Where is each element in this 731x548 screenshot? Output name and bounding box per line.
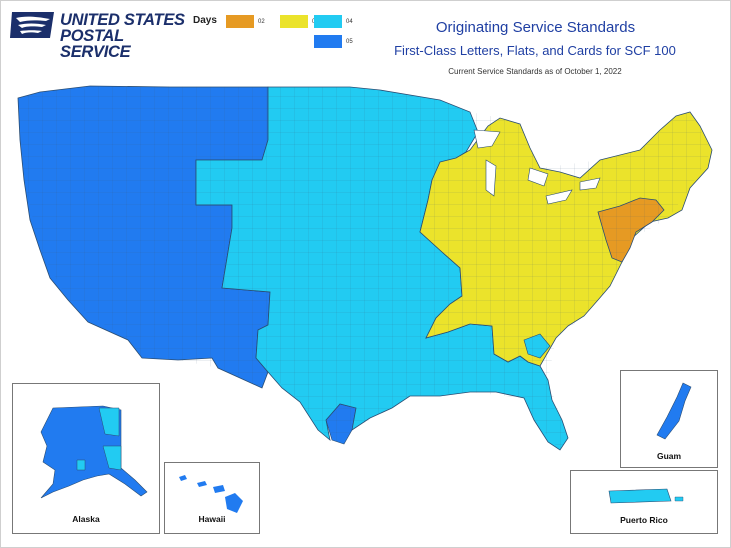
legend-swatch-03 (280, 15, 308, 28)
alaska-map (40, 405, 148, 499)
inset-guam: Guam (620, 370, 718, 468)
great-lakes (473, 129, 601, 205)
legend-swatch-02 (226, 15, 254, 28)
map-note: Current Service Standards as of October … (448, 67, 622, 76)
hawaii-map (179, 475, 243, 513)
inset-label-puerto-rico: Puerto Rico (620, 515, 668, 525)
eagle-logo-icon (10, 12, 54, 38)
inset-hawaii: Hawaii (164, 462, 260, 534)
legend: Days 02 03 04 05 (190, 14, 360, 54)
legend-title: Days (193, 15, 217, 26)
inset-alaska: Alaska (12, 383, 160, 534)
legend-label-05: 05 (346, 39, 353, 45)
legend-label-04: 04 (346, 19, 353, 25)
usps-wordmark: UNITED STATES POSTAL SERVICE (60, 11, 185, 61)
inset-label-hawaii: Hawaii (198, 514, 226, 524)
legend-swatch-04 (314, 15, 342, 28)
puerto-rico-map (608, 488, 684, 504)
inset-label-guam: Guam (656, 451, 682, 461)
inset-puerto-rico: Puerto Rico (570, 470, 718, 534)
guam-map (656, 382, 692, 440)
logo-line-2: POSTAL SERVICE (60, 27, 131, 61)
map-subtitle: First-Class Letters, Flats, and Cards fo… (394, 43, 676, 58)
legend-swatch-05 (314, 35, 342, 48)
legend-label-02: 02 (258, 19, 265, 25)
map-title: Originating Service Standards (435, 19, 636, 36)
logo-line-1: UNITED STATES (60, 11, 185, 29)
inset-label-alaska: Alaska (72, 514, 100, 524)
usps-logo: UNITED STATES POSTAL SERVICE (10, 8, 185, 60)
